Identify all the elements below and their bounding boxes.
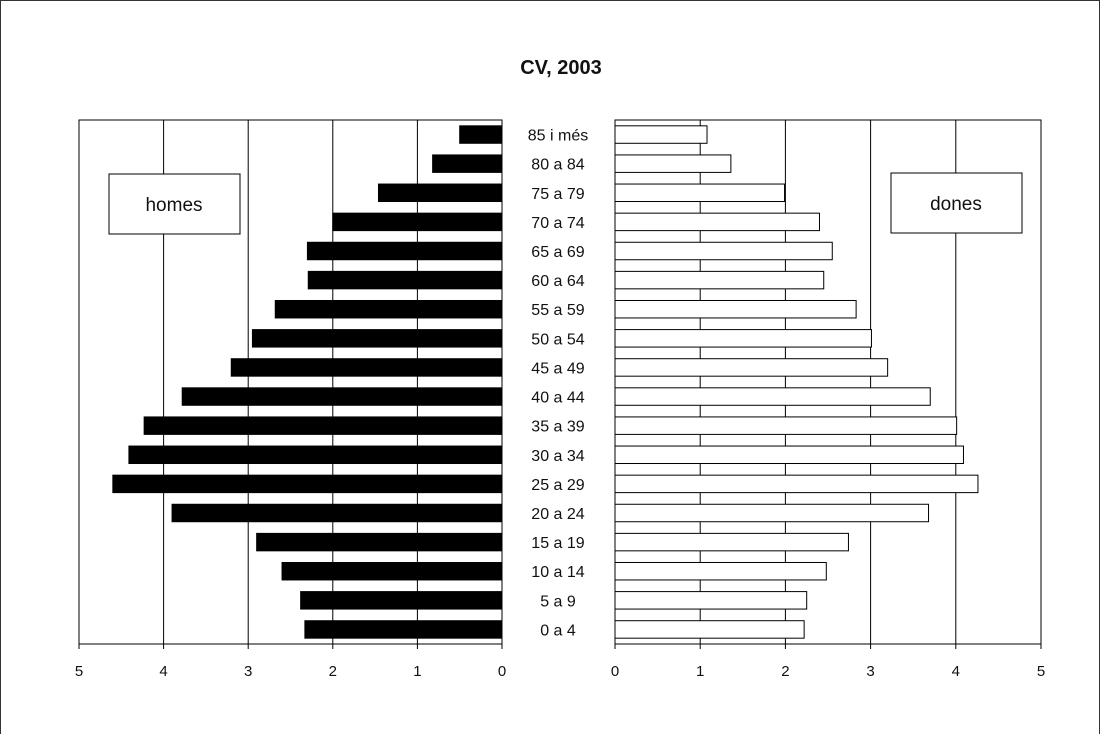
bar-dones-12 xyxy=(614,474,979,494)
bar-dones-0 xyxy=(614,125,708,144)
legend-left-box xyxy=(108,173,241,235)
x-tick-label-right: 1 xyxy=(696,663,704,680)
bar-dones-15 xyxy=(614,561,827,581)
x-axis-left: 0 1 2 3 4 5 xyxy=(75,644,506,680)
gridlines-left xyxy=(163,120,418,644)
chart-title: CV, 2003 xyxy=(520,57,602,79)
legend-left: homes xyxy=(108,173,241,235)
bars-dones xyxy=(614,125,979,639)
bar-homes-4 xyxy=(306,241,503,261)
bar-homes-14 xyxy=(256,532,503,552)
age-group-label: 0 a 4 xyxy=(540,622,576,639)
age-group-label: 20 a 24 xyxy=(531,506,584,523)
age-group-label: 25 a 29 xyxy=(531,477,584,494)
bar-homes-0 xyxy=(459,125,503,144)
age-group-label: 45 a 49 xyxy=(531,360,584,377)
age-group-label: 10 a 14 xyxy=(531,564,584,581)
bar-homes-15 xyxy=(281,561,503,581)
bar-dones-17 xyxy=(614,620,805,639)
x-tick-label-left: 5 xyxy=(75,663,83,680)
age-group-label: 65 a 69 xyxy=(531,244,584,261)
x-axis-right: 0 1 2 3 4 5 xyxy=(611,644,1045,680)
bar-dones-1 xyxy=(614,154,732,173)
bar-dones-4 xyxy=(614,241,833,261)
bars-homes xyxy=(112,125,503,639)
bar-dones-10 xyxy=(614,416,958,435)
x-tick-label-right: 3 xyxy=(866,663,874,680)
legend-right-label: dones xyxy=(930,194,982,215)
bar-homes-16 xyxy=(300,591,503,610)
age-group-label: 85 i més xyxy=(528,128,588,145)
bar-homes-1 xyxy=(432,154,503,173)
age-group-label: 15 a 19 xyxy=(531,535,584,552)
age-group-label: 60 a 64 xyxy=(531,273,584,290)
bar-homes-13 xyxy=(171,503,503,523)
age-group-label: 40 a 44 xyxy=(531,390,584,407)
bar-homes-12 xyxy=(112,474,503,494)
age-group-label: 55 a 59 xyxy=(531,302,584,319)
x-tick-label-left: 3 xyxy=(244,663,252,680)
x-tick-label-right: 2 xyxy=(781,663,789,680)
bar-dones-7 xyxy=(614,329,872,348)
age-group-label: 70 a 74 xyxy=(531,215,584,232)
bar-homes-10 xyxy=(143,416,503,435)
bar-homes-8 xyxy=(230,358,503,377)
age-group-label: 35 a 39 xyxy=(531,419,584,436)
age-group-label: 80 a 84 xyxy=(531,157,584,174)
x-tick-label-right: 4 xyxy=(952,663,960,680)
age-group-label: 75 a 79 xyxy=(531,186,584,203)
x-tick-label-left: 4 xyxy=(159,663,167,680)
bar-dones-14 xyxy=(614,532,849,552)
bar-dones-11 xyxy=(614,445,964,465)
bar-homes-2 xyxy=(377,183,503,203)
legend-right-box xyxy=(890,172,1023,234)
bar-dones-8 xyxy=(614,358,889,377)
bar-homes-5 xyxy=(307,270,503,290)
bar-dones-3 xyxy=(614,212,820,232)
x-tick-label-right: 0 xyxy=(611,663,619,680)
plot-area-left: 0 1 2 3 4 5 xyxy=(75,119,506,680)
x-tick-label-left: 1 xyxy=(413,663,421,680)
x-tick-label-left: 2 xyxy=(329,663,337,680)
legend-right: dones xyxy=(890,172,1023,234)
bar-homes-17 xyxy=(304,620,503,639)
bar-homes-6 xyxy=(274,299,503,319)
bar-homes-9 xyxy=(181,387,503,406)
age-group-labels: 85 i més 80 a 84 75 a 79 70 a 74 65 a 69 60 a… xyxy=(528,128,588,640)
age-group-label: 5 a 9 xyxy=(540,593,576,610)
age-group-label: 50 a 54 xyxy=(531,331,584,348)
bar-dones-6 xyxy=(614,299,857,319)
x-tick-label-right: 5 xyxy=(1037,663,1045,680)
bar-homes-11 xyxy=(128,445,503,465)
age-group-label: 30 a 34 xyxy=(531,448,584,465)
legend-left-label: homes xyxy=(145,195,202,216)
bar-dones-13 xyxy=(614,503,930,523)
x-tick-label-left: 0 xyxy=(498,663,506,680)
bar-dones-2 xyxy=(614,183,786,203)
bar-dones-9 xyxy=(614,387,931,406)
bar-homes-3 xyxy=(332,212,503,232)
bar-dones-5 xyxy=(614,270,825,290)
bar-dones-16 xyxy=(614,591,808,610)
bar-homes-7 xyxy=(251,329,503,348)
